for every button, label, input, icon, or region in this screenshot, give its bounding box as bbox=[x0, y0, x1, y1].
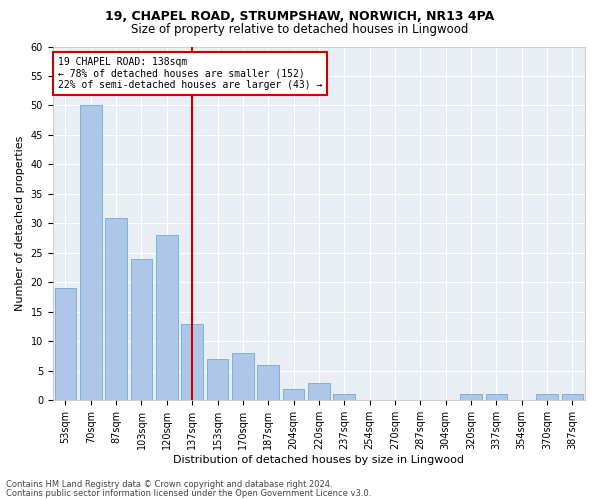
Y-axis label: Number of detached properties: Number of detached properties bbox=[15, 136, 25, 311]
Text: Size of property relative to detached houses in Lingwood: Size of property relative to detached ho… bbox=[131, 22, 469, 36]
Text: Contains public sector information licensed under the Open Government Licence v3: Contains public sector information licen… bbox=[6, 488, 371, 498]
Bar bbox=[80, 106, 101, 401]
Bar bbox=[485, 394, 507, 400]
Bar bbox=[156, 235, 178, 400]
Bar bbox=[55, 288, 76, 401]
Bar bbox=[181, 324, 203, 400]
Bar bbox=[562, 394, 583, 400]
Text: 19, CHAPEL ROAD, STRUMPSHAW, NORWICH, NR13 4PA: 19, CHAPEL ROAD, STRUMPSHAW, NORWICH, NR… bbox=[106, 10, 494, 23]
Bar bbox=[334, 394, 355, 400]
Bar bbox=[257, 365, 279, 400]
Bar bbox=[131, 259, 152, 400]
Bar bbox=[308, 382, 329, 400]
X-axis label: Distribution of detached houses by size in Lingwood: Distribution of detached houses by size … bbox=[173, 455, 464, 465]
Bar bbox=[207, 359, 228, 401]
Text: 19 CHAPEL ROAD: 138sqm
← 78% of detached houses are smaller (152)
22% of semi-de: 19 CHAPEL ROAD: 138sqm ← 78% of detached… bbox=[58, 57, 322, 90]
Bar bbox=[536, 394, 558, 400]
Text: Contains HM Land Registry data © Crown copyright and database right 2024.: Contains HM Land Registry data © Crown c… bbox=[6, 480, 332, 489]
Bar bbox=[283, 388, 304, 400]
Bar bbox=[106, 218, 127, 400]
Bar bbox=[232, 353, 254, 401]
Bar bbox=[460, 394, 482, 400]
